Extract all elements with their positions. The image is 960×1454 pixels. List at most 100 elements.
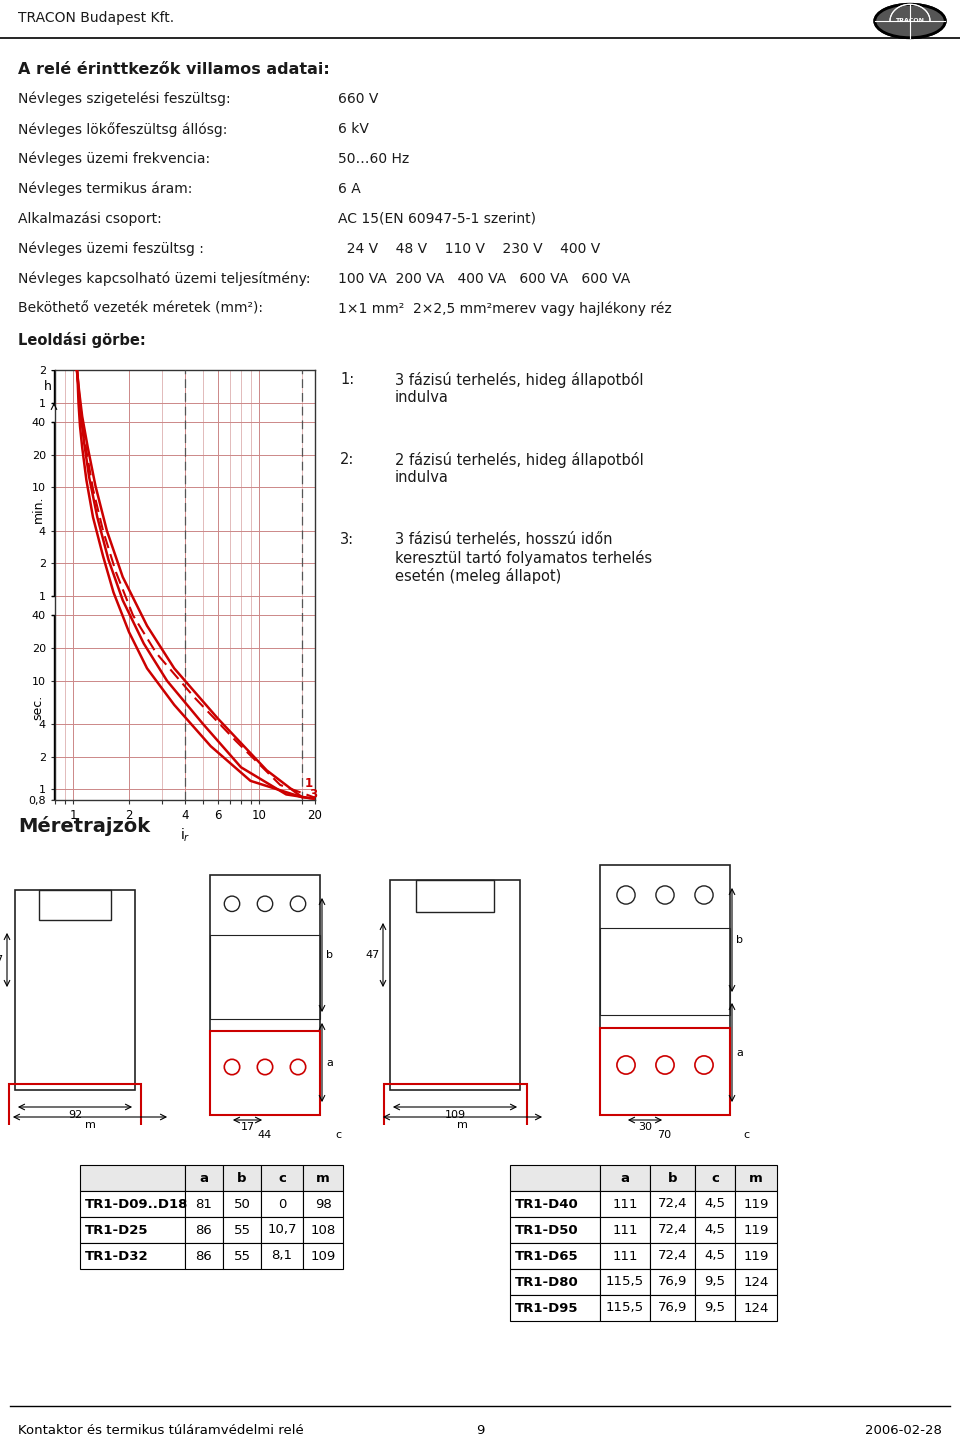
- Text: Névleges termikus áram:: Névleges termikus áram:: [18, 182, 192, 196]
- Text: 72,4: 72,4: [658, 1249, 687, 1262]
- Circle shape: [875, 4, 946, 38]
- Text: Beköthető vezeték méretek (mm²):: Beköthető vezeték méretek (mm²):: [18, 302, 263, 316]
- Text: m: m: [316, 1172, 330, 1185]
- Text: 4,5: 4,5: [705, 1198, 726, 1211]
- Text: 4,5: 4,5: [705, 1249, 726, 1262]
- Bar: [735, 1296, 777, 1322]
- Text: 6 A: 6 A: [338, 182, 361, 196]
- Bar: [600, 1296, 650, 1322]
- Bar: [600, 865, 730, 1115]
- Text: 72,4: 72,4: [658, 1198, 687, 1211]
- Text: 111: 111: [612, 1223, 637, 1236]
- Text: 72,4: 72,4: [658, 1223, 687, 1236]
- Text: Névleges szigetelési feszültsg:: Névleges szigetelési feszültsg:: [18, 92, 230, 106]
- Bar: [210, 875, 320, 1115]
- Text: 109: 109: [310, 1249, 336, 1262]
- Bar: [210, 935, 320, 1019]
- Bar: [416, 880, 494, 912]
- Text: 86: 86: [196, 1223, 212, 1236]
- Text: 24 V    48 V    110 V    230 V    400 V: 24 V 48 V 110 V 230 V 400 V: [338, 241, 600, 256]
- Text: c: c: [278, 1172, 286, 1185]
- Text: 3 fázisú terhelés, hideg állapotból
indulva: 3 fázisú terhelés, hideg állapotból indu…: [395, 372, 643, 406]
- Text: b: b: [668, 1172, 677, 1185]
- Text: Névleges kapcsolható üzemi teljesítmény:: Névleges kapcsolható üzemi teljesítmény:: [18, 272, 310, 286]
- Text: m: m: [84, 1120, 95, 1130]
- Bar: [600, 1028, 730, 1115]
- Text: TR1-D40: TR1-D40: [515, 1198, 579, 1211]
- Bar: [510, 1165, 600, 1191]
- Bar: [510, 1191, 600, 1217]
- Bar: [735, 1217, 777, 1243]
- Text: 0: 0: [277, 1198, 286, 1211]
- Text: TR1-D09..D18: TR1-D09..D18: [85, 1198, 188, 1211]
- Text: 50…60 Hz: 50…60 Hz: [338, 153, 409, 166]
- Text: 76,9: 76,9: [658, 1301, 687, 1314]
- Bar: [695, 1165, 735, 1191]
- Text: AC 15(EN 60947-5-1 szerint): AC 15(EN 60947-5-1 szerint): [338, 212, 536, 225]
- Text: m: m: [457, 1120, 468, 1130]
- Text: 70: 70: [657, 1130, 671, 1140]
- Text: 86: 86: [196, 1249, 212, 1262]
- Text: min.: min.: [32, 496, 44, 523]
- Bar: [510, 1269, 600, 1296]
- Text: c: c: [743, 1130, 749, 1140]
- Text: a: a: [736, 1048, 743, 1059]
- Text: 3 fázisú terhelés, hosszú időn
keresztül tartó folyamatos terhelés
esetén (meleg: 3 fázisú terhelés, hosszú időn keresztül…: [395, 532, 652, 585]
- Bar: [695, 1296, 735, 1322]
- Text: b: b: [736, 935, 743, 945]
- Bar: [650, 1191, 695, 1217]
- Bar: [600, 1269, 650, 1296]
- Text: 9,5: 9,5: [705, 1301, 726, 1314]
- Text: Névleges üzemi frekvencia:: Névleges üzemi frekvencia:: [18, 153, 210, 167]
- Text: 17: 17: [241, 1122, 255, 1133]
- Bar: [223, 1243, 261, 1269]
- Text: 1: 1: [304, 776, 312, 790]
- Text: 81: 81: [196, 1198, 212, 1211]
- Bar: [650, 1269, 695, 1296]
- Bar: [695, 1243, 735, 1269]
- Text: 111: 111: [612, 1198, 637, 1211]
- Text: b: b: [237, 1172, 247, 1185]
- Bar: [735, 1243, 777, 1269]
- Text: TRACON Budapest Kft.: TRACON Budapest Kft.: [18, 12, 174, 25]
- Text: 119: 119: [743, 1223, 769, 1236]
- Bar: [261, 1243, 303, 1269]
- Text: 76,9: 76,9: [658, 1275, 687, 1288]
- Text: 4,5: 4,5: [705, 1223, 726, 1236]
- Bar: [223, 1165, 261, 1191]
- Bar: [9, 1085, 141, 1140]
- Bar: [650, 1296, 695, 1322]
- Text: 44: 44: [258, 1130, 272, 1140]
- Text: 100 VA  200 VA   400 VA   600 VA   600 VA: 100 VA 200 VA 400 VA 600 VA 600 VA: [338, 272, 631, 286]
- Text: 124: 124: [743, 1275, 769, 1288]
- Bar: [261, 1217, 303, 1243]
- Bar: [303, 1243, 343, 1269]
- Text: TR1-D32: TR1-D32: [85, 1249, 149, 1262]
- Text: 1:: 1:: [340, 372, 354, 387]
- Text: 3: 3: [309, 788, 317, 801]
- Text: 2:: 2:: [340, 452, 354, 467]
- Text: 55: 55: [233, 1223, 251, 1236]
- Text: c: c: [335, 1130, 341, 1140]
- Bar: [695, 1191, 735, 1217]
- Bar: [303, 1165, 343, 1191]
- Bar: [80, 1243, 185, 1269]
- Bar: [303, 1217, 343, 1243]
- Bar: [510, 1217, 600, 1243]
- Text: 98: 98: [315, 1198, 331, 1211]
- X-axis label: i$_r$: i$_r$: [180, 826, 190, 843]
- Text: Alkalmazási csoport:: Alkalmazási csoport:: [18, 212, 161, 227]
- Bar: [15, 890, 135, 1090]
- Bar: [510, 1296, 600, 1322]
- Text: 2006-02-28: 2006-02-28: [865, 1423, 942, 1437]
- Bar: [600, 1165, 650, 1191]
- Text: 1×1 mm²  2×2,5 mm²merev vagy hajlékony réz: 1×1 mm² 2×2,5 mm²merev vagy hajlékony ré…: [338, 302, 672, 317]
- Bar: [80, 1191, 185, 1217]
- Bar: [383, 1083, 526, 1143]
- Text: 30: 30: [638, 1122, 652, 1133]
- Bar: [600, 928, 730, 1015]
- Bar: [223, 1191, 261, 1217]
- Bar: [80, 1165, 185, 1191]
- Text: 9: 9: [476, 1423, 484, 1437]
- Text: 119: 119: [743, 1249, 769, 1262]
